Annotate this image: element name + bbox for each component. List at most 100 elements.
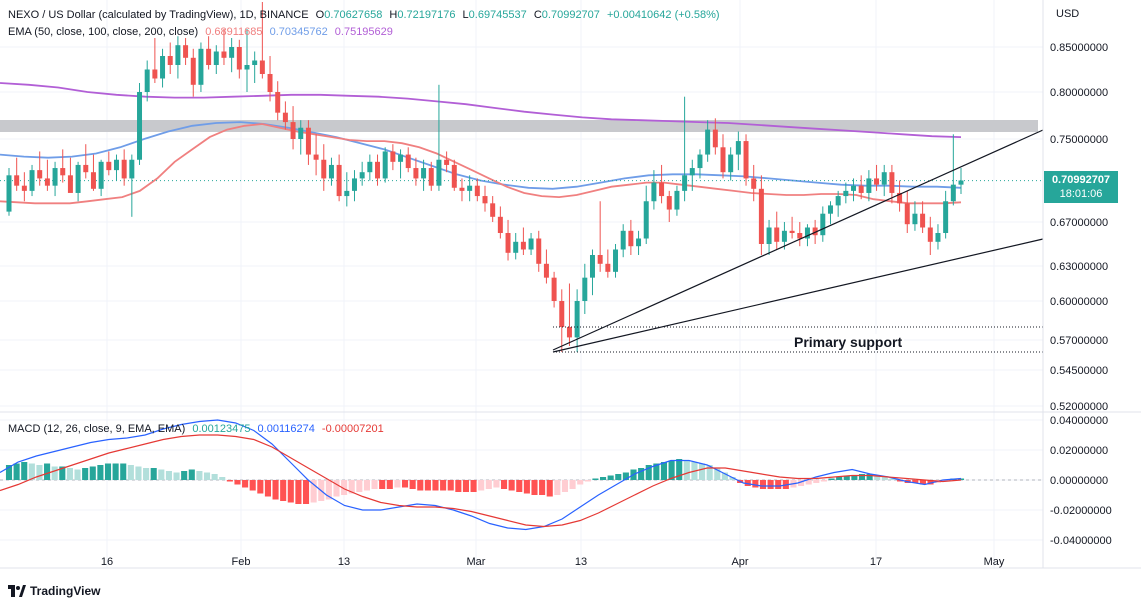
candle-body xyxy=(175,45,181,65)
macd-hist-bar xyxy=(203,472,211,480)
candle xyxy=(858,175,864,200)
macd-hist-bar xyxy=(409,480,416,489)
macd-hist-bar xyxy=(333,480,340,497)
macd-hist-bar xyxy=(721,472,728,480)
candle xyxy=(589,249,595,296)
candle xyxy=(643,185,649,244)
candle xyxy=(743,134,749,186)
price-axis[interactable]: 0.85000000 0.80000000 0.75000000 0.67000000… xyxy=(1050,42,1108,413)
candle-body xyxy=(198,48,204,85)
ohlc-open: O0.70627658 xyxy=(315,9,383,21)
price-tick-label: 0.80000000 xyxy=(1050,87,1108,99)
candle xyxy=(881,164,887,197)
candle-body xyxy=(482,196,488,204)
macd-hist-bar xyxy=(561,480,569,492)
macd-hist-bar xyxy=(874,475,881,480)
macd-hist-bar xyxy=(424,480,431,491)
currency-label[interactable]: USD xyxy=(1056,8,1080,20)
candle-body xyxy=(413,168,419,179)
macd-pane xyxy=(0,419,1043,531)
candle-body xyxy=(321,159,327,179)
candle-body xyxy=(659,182,665,197)
candle xyxy=(520,227,526,255)
candle-body xyxy=(229,47,235,58)
macd-hist-bar xyxy=(584,480,591,482)
price-tick-label: 0.67000000 xyxy=(1050,217,1108,229)
ema200-value: 0.75195629 xyxy=(334,26,393,38)
candle-body xyxy=(812,227,818,236)
candle xyxy=(313,134,319,176)
macd-hist-bar xyxy=(112,463,119,480)
candle xyxy=(221,29,227,65)
macd-hist-bar xyxy=(927,480,934,485)
candle xyxy=(167,42,173,74)
last-price-tag: 0.70992707 18:01:06 xyxy=(1044,171,1118,203)
macd-hist-bar xyxy=(638,468,645,480)
candle xyxy=(298,120,304,155)
candle xyxy=(528,233,534,255)
candle-body xyxy=(137,92,143,160)
macd-hist-bar xyxy=(699,463,706,480)
macd-hist-bar xyxy=(676,459,683,480)
time-tick-label: May xyxy=(984,556,1005,568)
candle xyxy=(467,175,473,202)
macd-line xyxy=(0,419,962,531)
macd-hist-bar xyxy=(440,480,447,491)
macd-hist-bar xyxy=(188,469,195,480)
candle-body xyxy=(682,175,688,191)
candle-body xyxy=(259,60,265,74)
candle xyxy=(866,170,872,202)
candle-body xyxy=(160,56,166,79)
macd-hist-bar xyxy=(51,466,58,480)
macd-signal-value: -0.00007201 xyxy=(321,423,384,435)
candle xyxy=(574,289,580,352)
macd-label[interactable]: MACD (12, 26, close, 9, EMA, EMA) xyxy=(8,423,186,435)
ema-label[interactable]: EMA (50, close, 100, close, 200, close) xyxy=(8,26,199,38)
candle xyxy=(60,149,66,183)
candle-body xyxy=(282,112,288,123)
macd-tick-label: -0.04000000 xyxy=(1050,535,1112,547)
price-tick-label: 0.60000000 xyxy=(1050,296,1108,308)
macd-hist-bar xyxy=(28,463,35,480)
candle-body xyxy=(444,159,450,165)
candle-body xyxy=(167,56,173,65)
time-tick-label: Feb xyxy=(232,556,251,568)
symbol-title[interactable]: NEXO / US Dollar (calculated by TradingV… xyxy=(8,9,309,21)
candle xyxy=(451,159,457,191)
macd-hist-bar xyxy=(356,480,363,492)
macd-hist-bar xyxy=(379,480,386,489)
price-tick-label: 0.63000000 xyxy=(1050,261,1108,273)
candle xyxy=(252,51,258,83)
ema50-line xyxy=(0,123,962,205)
candle xyxy=(229,38,235,73)
candle-body xyxy=(835,196,841,206)
tradingview-icon xyxy=(8,585,26,597)
candle xyxy=(344,172,350,207)
candle-body xyxy=(866,178,872,193)
candle-body xyxy=(920,213,926,228)
macd-hist-bar xyxy=(447,480,454,491)
tradingview-logo[interactable]: TradingView xyxy=(8,584,100,598)
candle-body xyxy=(674,190,680,210)
candle xyxy=(551,271,557,308)
candle-body xyxy=(221,51,227,58)
candle-body xyxy=(290,122,296,139)
candle xyxy=(129,154,135,217)
macd-hist-bar xyxy=(127,465,134,480)
macd-hist-bar xyxy=(478,480,485,491)
candle xyxy=(244,29,250,92)
candle-body xyxy=(881,172,887,185)
resistance-zone xyxy=(0,120,1038,132)
macd-hist-bar xyxy=(97,465,104,480)
candle xyxy=(428,161,434,191)
time-axis[interactable]: 16 Feb 13 Mar 13 Apr 17 May xyxy=(101,556,1005,568)
candle xyxy=(152,38,158,83)
trendlines xyxy=(552,129,1044,353)
candle-body xyxy=(712,129,718,148)
macd-axis[interactable]: 0.04000000 0.02000000 0.00000000 -0.0200000… xyxy=(1050,415,1112,547)
candle xyxy=(113,154,119,181)
candle-body xyxy=(183,45,189,58)
candle xyxy=(543,249,549,284)
candle-body xyxy=(244,65,250,70)
